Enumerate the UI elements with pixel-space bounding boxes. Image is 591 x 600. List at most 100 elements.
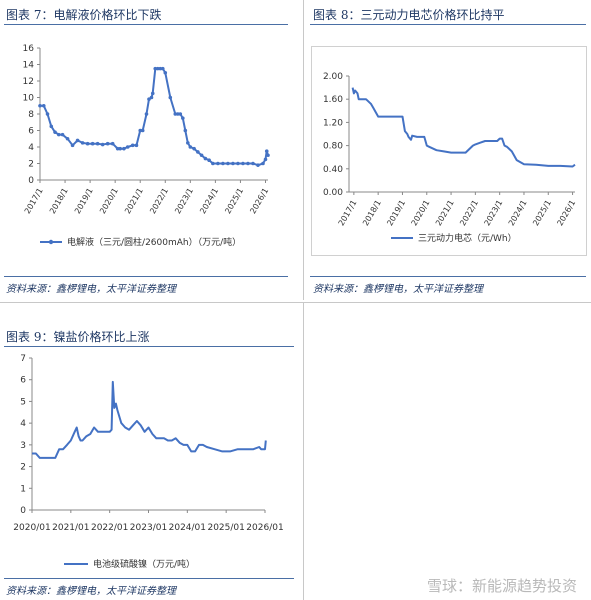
data-point bbox=[178, 112, 183, 116]
data-point bbox=[207, 158, 211, 162]
y-tick-label: 7 bbox=[20, 354, 26, 364]
data-point bbox=[53, 130, 57, 134]
source-rule bbox=[310, 276, 586, 277]
data-point bbox=[144, 112, 149, 116]
data-point bbox=[266, 153, 270, 158]
data-point bbox=[216, 161, 220, 166]
y-tick-label: 1 bbox=[20, 484, 26, 494]
x-tick-label: 2026/1 bbox=[248, 187, 270, 216]
row-divider bbox=[0, 302, 591, 303]
y-tick-label: 1.20 bbox=[323, 118, 343, 128]
data-point bbox=[41, 103, 46, 108]
data-point bbox=[192, 146, 196, 151]
data-point bbox=[160, 66, 165, 71]
data-point bbox=[149, 95, 154, 100]
y-tick-label: 0 bbox=[28, 176, 34, 186]
x-tick-label: 2025/01 bbox=[207, 523, 244, 533]
legend-label: 三元动力电芯（元/Wh） bbox=[418, 232, 517, 244]
title-underline bbox=[310, 24, 586, 25]
y-tick-label: 14 bbox=[23, 61, 35, 71]
data-point bbox=[236, 161, 240, 166]
chart-source-electrolyte: 资料来源：鑫椤锂电，太平洋证券整理 bbox=[6, 284, 176, 295]
data-point bbox=[231, 161, 235, 166]
y-tick-label: 2 bbox=[28, 160, 34, 170]
x-tick-label: 2022/1 bbox=[458, 199, 480, 228]
y-tick-label: 16 bbox=[23, 44, 35, 54]
x-tick-label: 2017/1 bbox=[23, 187, 45, 216]
data-point bbox=[115, 146, 120, 151]
data-point bbox=[95, 141, 100, 146]
x-tick-label: 2018/1 bbox=[48, 187, 70, 216]
data-point bbox=[241, 161, 245, 166]
data-point bbox=[134, 143, 139, 148]
data-point bbox=[75, 138, 80, 143]
x-tick-label: 2023/1 bbox=[173, 187, 195, 216]
x-tick-label: 2022/1 bbox=[148, 187, 170, 216]
chart-nickel-sulfate: 0 1 2 3 4 5 6 7 2020/01 2021/01 2022/01 2023/01 2024… bbox=[13, 354, 283, 570]
x-tick-label: 2021/01 bbox=[52, 523, 89, 533]
chart-title-nickel-sulfate: 图表 9：镍盐价格环比上涨 bbox=[6, 330, 150, 344]
chart-title-ncm-cell: 图表 8：三元动力电芯价格环比持平 bbox=[313, 8, 505, 22]
legend-label: 电池级硫酸镍（万元/吨） bbox=[93, 558, 195, 570]
data-point bbox=[49, 124, 54, 129]
data-point bbox=[221, 161, 225, 166]
x-tick-label: 2020/01 bbox=[13, 523, 50, 533]
data-point bbox=[80, 141, 85, 145]
data-point bbox=[203, 156, 208, 161]
legend-marker bbox=[48, 239, 54, 245]
y-tick-label: 10 bbox=[23, 94, 35, 104]
chart-ncm-cell: 0.00 0.40 0.80 1.20 1.60 2.00 2017/1 2018/1 2019… bbox=[323, 72, 577, 244]
column-divider bbox=[303, 302, 304, 600]
title-underline bbox=[4, 346, 294, 347]
data-point bbox=[181, 116, 185, 120]
x-tick-label: 2018/1 bbox=[361, 199, 383, 228]
series-line bbox=[40, 67, 269, 167]
chart-title-electrolyte: 图表 7：电解液价格环比下跌 bbox=[6, 8, 162, 22]
y-tick-label: 0.40 bbox=[323, 165, 343, 175]
data-point bbox=[60, 132, 65, 137]
x-tick-label: 2024/1 bbox=[198, 187, 220, 216]
x-tick-label: 2017/1 bbox=[337, 199, 359, 228]
data-point bbox=[90, 141, 95, 146]
x-tick-label: 2019/1 bbox=[73, 187, 95, 216]
data-point bbox=[188, 145, 193, 149]
y-tick-label: 6 bbox=[20, 376, 26, 386]
data-point bbox=[110, 141, 115, 146]
x-tick-label: 2023/01 bbox=[130, 523, 167, 533]
data-point bbox=[196, 150, 200, 154]
data-point bbox=[183, 128, 188, 133]
source-rule bbox=[4, 276, 288, 277]
data-point bbox=[199, 153, 204, 158]
data-point bbox=[85, 141, 90, 146]
data-point bbox=[158, 66, 163, 71]
data-point bbox=[45, 112, 50, 116]
y-tick-label: 4 bbox=[20, 419, 26, 429]
x-tick-label: 2021/1 bbox=[434, 199, 456, 228]
y-tick-label: 4 bbox=[28, 143, 34, 153]
chart-frame-ncm-cell bbox=[311, 46, 587, 256]
data-point bbox=[140, 128, 145, 133]
data-point bbox=[186, 141, 190, 145]
x-tick-label: 2025/1 bbox=[223, 187, 245, 216]
data-point bbox=[65, 136, 70, 141]
data-point bbox=[261, 161, 265, 166]
data-point bbox=[122, 146, 126, 151]
chart-source-ncm-cell: 资料来源：鑫椤锂电，太平洋证券整理 bbox=[313, 284, 483, 295]
x-tick-label: 2019/1 bbox=[385, 199, 407, 228]
chart-source-nickel-sulfate: 资料来源：鑫椤锂电，太平洋证券整理 bbox=[6, 586, 176, 597]
data-point bbox=[211, 161, 215, 166]
title-underline bbox=[4, 24, 288, 25]
data-point bbox=[264, 149, 269, 153]
data-point bbox=[155, 66, 160, 71]
data-point bbox=[173, 112, 178, 116]
x-tick-label: 2020/1 bbox=[410, 199, 432, 228]
data-point bbox=[105, 141, 110, 146]
x-tick-label: 2026/1 bbox=[555, 199, 577, 228]
data-point bbox=[176, 112, 180, 116]
data-point bbox=[150, 91, 155, 96]
series-line bbox=[32, 380, 267, 459]
y-tick-label: 0.00 bbox=[323, 188, 343, 198]
y-tick-label: 2.00 bbox=[323, 72, 343, 82]
data-point bbox=[125, 145, 130, 149]
